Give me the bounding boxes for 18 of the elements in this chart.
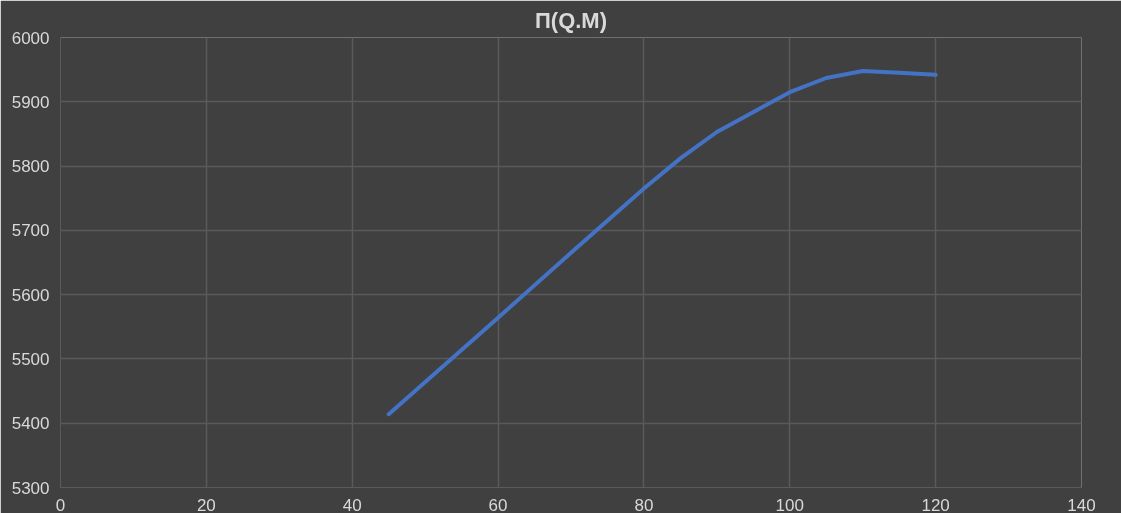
- y-tick-label: 5900: [11, 92, 50, 112]
- y-tick-label: 5300: [11, 478, 50, 498]
- y-tick-label: 5800: [11, 157, 50, 177]
- x-tick-label: 40: [342, 495, 362, 513]
- y-tick-label: 5600: [11, 285, 50, 305]
- x-tick-label: 20: [196, 495, 216, 513]
- y-tick-label: 5700: [11, 221, 50, 241]
- x-tick-label: 60: [488, 495, 508, 513]
- chart-title: П(Q.M): [534, 7, 608, 33]
- x-tick-label: 140: [1067, 495, 1096, 513]
- y-tick-label: 5500: [11, 349, 50, 369]
- x-tick-label: 100: [775, 495, 804, 513]
- x-tick-label: 0: [55, 495, 66, 513]
- line-series: [386, 68, 938, 417]
- x-tick-label: 120: [921, 495, 950, 513]
- y-tick-label: 6000: [11, 28, 50, 48]
- x-tick-label: 80: [634, 495, 654, 513]
- y-tick-label: 5400: [11, 414, 50, 434]
